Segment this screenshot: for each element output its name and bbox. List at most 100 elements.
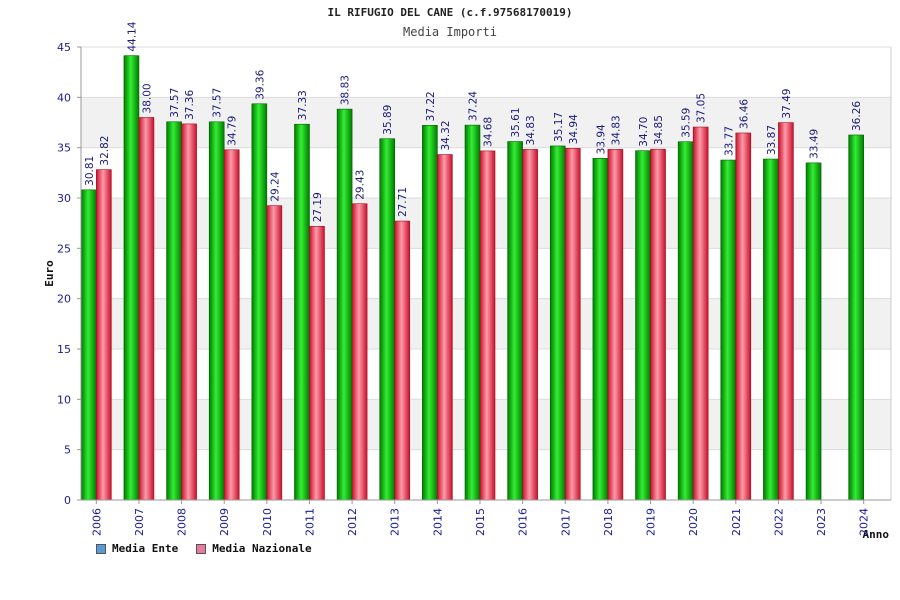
bar-ente — [763, 158, 779, 501]
data-label-ente: 35.59 — [681, 108, 693, 138]
data-label-nazionale: 38.00 — [141, 83, 153, 113]
bar-ente — [507, 141, 523, 501]
bar-ente — [677, 141, 694, 501]
bar-nazionale — [96, 169, 112, 501]
x-tick-label: 2013 — [389, 508, 402, 536]
data-label-ente: 44.14 — [126, 21, 138, 51]
bar-ente — [848, 134, 864, 501]
data-label-nazionale: 37.49 — [781, 89, 793, 119]
bar-nazionale — [437, 154, 453, 501]
bar-nazionale — [351, 203, 368, 501]
data-label-nazionale: 32.82 — [99, 136, 111, 166]
data-label-ente: 33.87 — [766, 125, 778, 155]
data-label-ente: 34.70 — [638, 117, 650, 147]
y-tick-label: 0 — [64, 494, 71, 507]
data-label-ente: 35.89 — [382, 105, 394, 135]
data-label-nazionale: 29.24 — [269, 171, 281, 201]
x-tick-label: 2010 — [261, 508, 274, 536]
bar-nazionale — [266, 205, 283, 501]
data-label-ente: 37.24 — [468, 91, 480, 121]
data-label-ente: 33.49 — [809, 129, 821, 159]
x-tick-label: 2007 — [133, 508, 146, 536]
data-label-ente: 37.57 — [212, 88, 224, 118]
bar-nazionale — [522, 149, 538, 501]
y-tick-label: 45 — [57, 41, 71, 54]
y-tick-label: 5 — [64, 444, 71, 457]
data-label-ente: 39.36 — [254, 69, 266, 99]
x-tick-label: 2020 — [687, 508, 700, 536]
bar-ente — [464, 124, 481, 501]
x-tick-label: 2006 — [90, 508, 103, 536]
data-label-ente: 38.83 — [340, 75, 352, 105]
bar-ente — [422, 125, 438, 501]
bars-group — [81, 55, 864, 501]
data-label-ente: 37.22 — [425, 91, 437, 121]
bar-nazionale — [650, 148, 666, 501]
x-tick-label: 2023 — [815, 508, 828, 536]
bar-ente — [592, 158, 609, 501]
bar-nazionale — [479, 150, 496, 501]
bar-ente — [549, 145, 566, 501]
data-label-nazionale: 27.19 — [312, 192, 324, 222]
data-label-ente: 33.94 — [595, 124, 607, 154]
bar-nazionale — [394, 220, 411, 501]
data-label-nazionale: 34.83 — [610, 115, 622, 145]
x-tick-label: 2014 — [431, 508, 444, 536]
bar-nazionale — [564, 147, 581, 501]
bar-nazionale — [309, 225, 325, 501]
legend-swatch-nazionale — [196, 543, 207, 554]
y-axis-label: Euro — [43, 260, 56, 287]
data-label-nazionale: 29.43 — [355, 170, 367, 200]
data-label-ente: 35.61 — [510, 107, 522, 137]
x-tick-label: 2022 — [772, 508, 785, 536]
x-axis-label: Anno — [863, 528, 890, 541]
bar-nazionale — [692, 126, 709, 501]
bar-ente — [336, 108, 353, 501]
bar-ente — [81, 189, 97, 501]
data-label-ente: 37.33 — [297, 90, 309, 120]
x-tick-label: 2019 — [645, 508, 658, 536]
data-label-nazionale: 34.79 — [227, 116, 239, 146]
data-label-nazionale: 37.36 — [184, 90, 196, 120]
bar-ente — [251, 103, 268, 501]
y-tick-label: 10 — [57, 393, 71, 406]
x-tick-label: 2017 — [559, 508, 572, 536]
chart-subtitle: Media Importi — [403, 25, 497, 39]
data-label-ente: 30.81 — [84, 156, 96, 186]
x-tick-label: 2016 — [517, 508, 530, 536]
data-label-nazionale: 34.68 — [483, 117, 495, 147]
data-label-nazionale: 27.71 — [397, 187, 409, 217]
legend-label-ente: Media Ente — [112, 542, 179, 555]
bar-nazionale — [181, 123, 197, 501]
data-label-nazionale: 34.94 — [568, 114, 580, 144]
y-tick-label: 30 — [57, 192, 71, 205]
bar-ente — [635, 150, 651, 501]
bar-nazionale — [138, 117, 155, 501]
data-label-nazionale: 37.05 — [696, 93, 708, 123]
x-tick-label: 2012 — [346, 508, 359, 536]
x-tick-label: 2015 — [474, 508, 487, 536]
legend-item-ente: Media Ente — [96, 542, 178, 555]
data-label-nazionale: 36.46 — [738, 99, 750, 129]
y-tick-label: 25 — [57, 242, 71, 255]
bar-nazionale — [735, 132, 752, 501]
data-label-ente: 36.26 — [851, 101, 863, 131]
bar-ente — [379, 138, 396, 501]
data-label-nazionale: 34.32 — [440, 120, 452, 150]
bar-ente — [123, 55, 140, 501]
bar-ente — [294, 123, 310, 501]
bar-nazionale — [778, 122, 794, 501]
bar-ente — [208, 121, 225, 501]
data-label-nazionale: 34.83 — [525, 115, 537, 145]
bar-nazionale — [607, 149, 624, 501]
bar-ente — [166, 121, 182, 501]
y-tick-label: 35 — [57, 142, 71, 155]
legend-label-nazionale: Media Nazionale — [212, 542, 312, 555]
data-label-ente: 37.57 — [169, 88, 181, 118]
chart-title: IL RIFUGIO DEL CANE (c.f.97568170019) — [327, 6, 573, 19]
axes-group: 0 5 10 15 20 25 30 35 40 45 Euro Anno 2006 2007 2008 20… — [43, 41, 892, 541]
x-tick-label: 2024 — [858, 508, 871, 536]
x-tick-label: 2021 — [730, 508, 743, 536]
